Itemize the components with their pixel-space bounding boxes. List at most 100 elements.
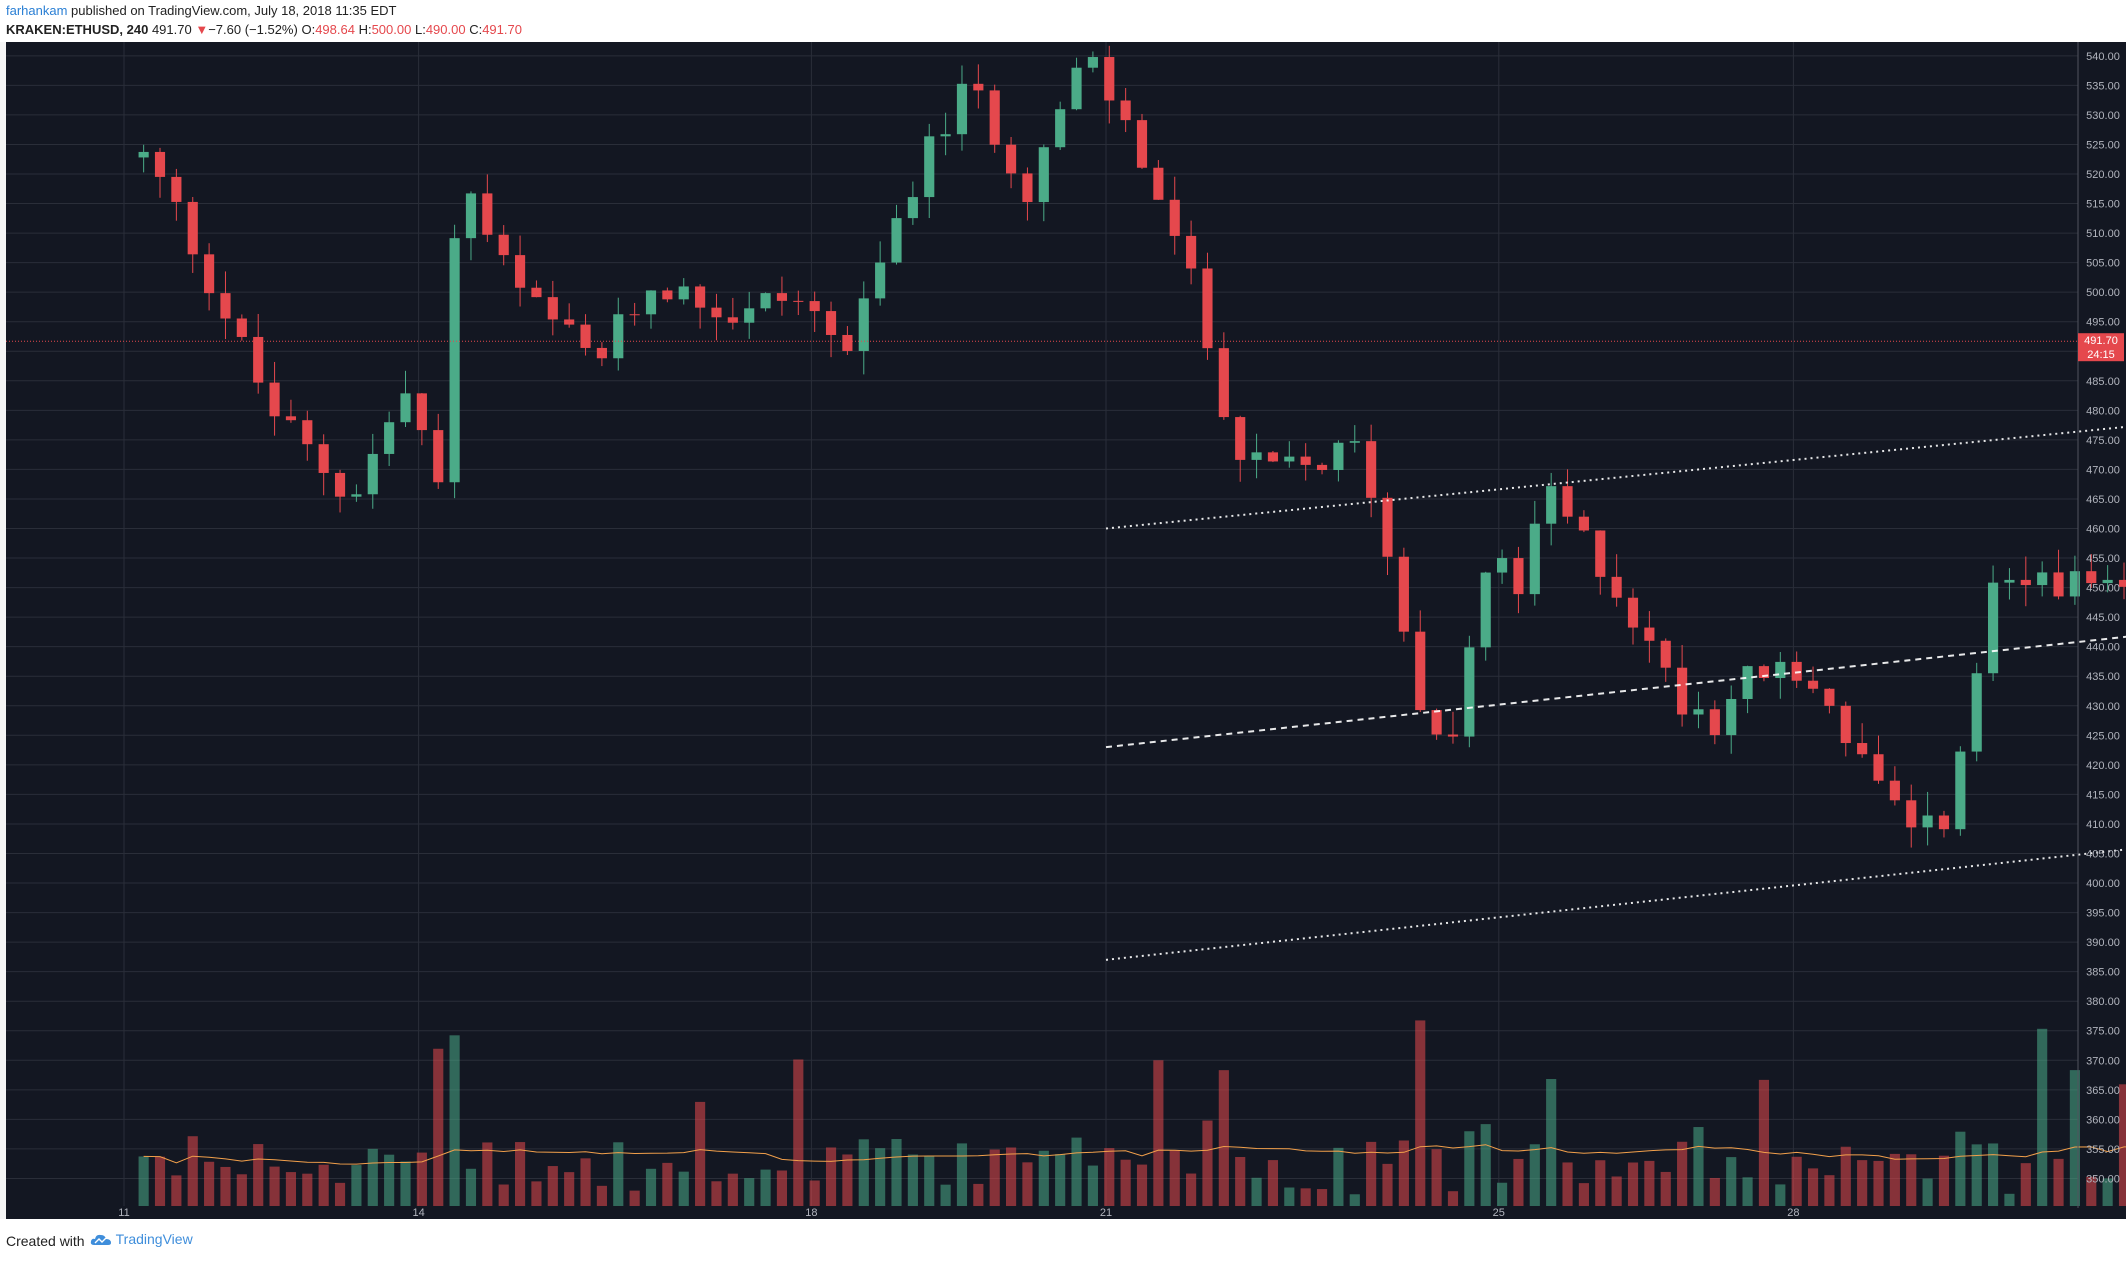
price-tick-label: 480.00 [2086,405,2120,417]
candle-body [318,444,329,473]
price-change: −7.60 (−1.52%) [208,22,298,37]
volume-bar [1235,1157,1246,1206]
plot-background [6,42,2078,1208]
volume-bar [416,1152,427,1206]
candle-body [1693,709,1704,715]
candlesticks [138,45,2126,848]
candle-body [449,238,460,483]
candle-body [1938,815,1950,830]
volume-bar [678,1171,689,1206]
price-axis[interactable]: 350.00 355.00 360.00 365.00 370.00 375.00 380.… [2077,42,2120,1208]
time-tick-label: 14 [412,1207,424,1219]
time-axis-background [6,1206,2126,1219]
candle-body [1677,667,1688,715]
price-tick-label: 450.00 [2086,583,2120,595]
price-tick-label: 525.00 [2086,139,2120,151]
volume-bar [1120,1159,1131,1206]
candle-body [2086,571,2097,584]
candle-body [204,254,215,294]
volume-bar [613,1142,624,1206]
volume-bar [2004,1193,2015,1206]
candle-body [580,324,591,348]
candle-body [514,255,526,288]
candle-body [1971,673,1982,752]
volume-bar [940,1184,951,1206]
volume-bar [1693,1127,1704,1206]
volume-bar [514,1142,526,1206]
candle-body [1529,523,1540,595]
volume-bar [645,1168,657,1206]
candle-body [2053,572,2064,597]
volume-bar [154,1156,166,1206]
volume-bar [564,1172,575,1206]
volume-bar [253,1144,264,1206]
candle-body [1300,456,1311,465]
candle-body [1316,464,1328,471]
volume-bar [1611,1176,1622,1206]
candle-body [1415,631,1426,711]
volume-bar [1202,1120,1213,1206]
volume-bar [498,1184,509,1206]
volume-bar [1382,1163,1393,1206]
candle-body [1431,710,1442,735]
volume-bar [1431,1149,1442,1206]
volume-bar [547,1166,558,1206]
price-tick-label: 365.00 [2086,1085,2120,1097]
candle-body [547,297,558,320]
volume-bar [138,1156,149,1206]
candle-body [1022,173,1033,203]
candle-body [645,290,657,315]
price-tick-label: 425.00 [2086,730,2120,742]
chart-header: farhankam published on TradingView.com, … [0,0,2126,42]
volume-bar [1284,1187,1295,1206]
volume-bar [1349,1194,1360,1206]
price-chart[interactable]: 350.00 355.00 360.00 365.00 370.00 375.00 380.… [0,42,2126,1219]
price-tick-label: 435.00 [2086,671,2120,683]
symbol-label: KRAKEN:ETHUSD, 240 [6,22,149,37]
volume-bar [1758,1079,1770,1206]
volume-bar [793,1059,804,1206]
price-tick-label: 440.00 [2086,642,2120,654]
price-tick-label: 460.00 [2086,524,2120,536]
price-tick-label: 415.00 [2086,789,2120,801]
volume-bar [711,1181,722,1206]
time-axis[interactable]: 11 14 18 21 25 28 [118,1207,1799,1219]
volume-bar [1726,1157,1737,1206]
candle-body [416,393,427,431]
candle-body [1627,597,1639,628]
candle-body [793,300,804,302]
open-value: 498.64 [315,22,355,37]
volume-bar [1398,1140,1409,1206]
price-tick-label: 470.00 [2086,464,2120,476]
candle-body [613,314,624,359]
volume-bar [187,1136,198,1206]
candle-body [973,83,984,91]
candle-body [2069,571,2080,597]
volume-bar [629,1190,640,1206]
tradingview-logo[interactable]: TradingView [90,1231,193,1247]
candle-body [1824,688,1835,706]
volume-bar [1169,1150,1180,1206]
author-link[interactable]: farhankam [6,3,68,18]
candle-body [154,151,166,177]
candle-body [2118,579,2126,587]
volume-bar [1971,1144,1982,1206]
candle-body [1153,167,1164,200]
volume-bar [956,1143,968,1206]
volume-bar [384,1154,395,1206]
volume-bar [924,1156,935,1206]
volume-bar [1480,1124,1491,1206]
gridlines [6,42,2078,1206]
volume-bar [1186,1173,1197,1206]
volume-bar [825,1147,837,1206]
candle-body [858,298,869,351]
volume-bar [1055,1154,1066,1206]
volume-bar [236,1174,247,1206]
volume-bar [580,1158,591,1206]
price-tick-label: 380.00 [2086,996,2120,1008]
parallel-channel[interactable] [1105,44,2126,961]
candle-body [302,420,313,445]
price-tick-label: 515.00 [2086,199,2120,211]
volume-bar [1333,1147,1344,1206]
price-tick-label: 350.00 [2086,1173,2120,1185]
